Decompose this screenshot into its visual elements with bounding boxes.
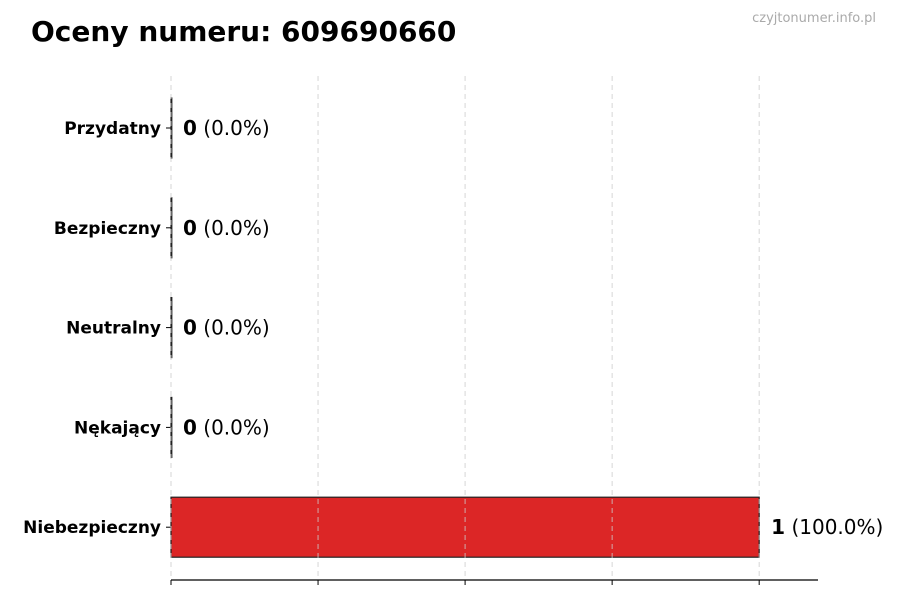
percent-label: (100.0%) [791,515,883,539]
chart-title: Oceny numeru: 609690660 [31,15,456,48]
data-label: 0 (0.0%) [183,415,270,439]
value-label: 0 [183,116,197,140]
value-label: 0 [183,216,197,240]
category-label: Przydatny [64,119,161,139]
percent-label: (0.0%) [203,316,269,340]
watermark: czyjtonumer.info.pl [752,11,876,26]
category-label: Nękający [74,418,161,438]
value-label: 0 [183,316,197,340]
value-label: 0 [183,415,197,439]
category-label: Bezpieczny [54,219,161,239]
data-label: 0 (0.0%) [183,316,270,340]
data-label: 0 (0.0%) [183,216,270,240]
percent-label: (0.0%) [203,415,269,439]
category-label: Niebezpieczny [23,518,161,538]
value-label: 1 [771,515,785,539]
data-label: 1 (100.0%) [771,515,883,539]
data-label: 0 (0.0%) [183,116,270,140]
category-label: Neutralny [66,319,161,339]
percent-label: (0.0%) [203,216,269,240]
percent-label: (0.0%) [203,116,269,140]
